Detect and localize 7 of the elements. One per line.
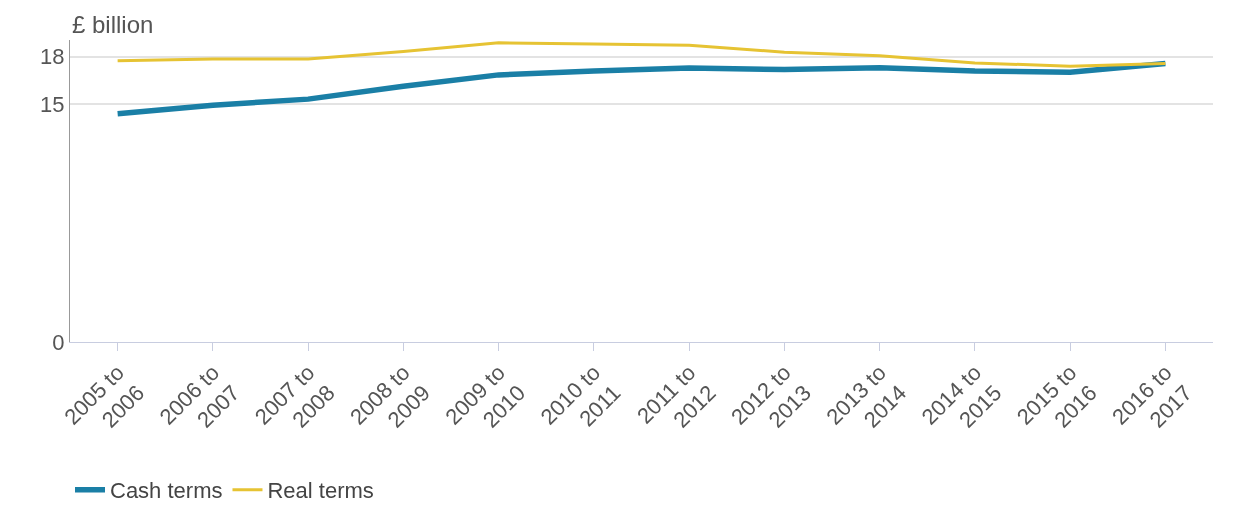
y-tick-label: 18 bbox=[40, 44, 65, 70]
y-tick-label: 0 bbox=[52, 329, 65, 355]
legend-label: Real terms bbox=[267, 478, 374, 504]
legend-label: Cash terms bbox=[110, 478, 223, 504]
y-axis-title: £ billion bbox=[72, 11, 154, 38]
line-series bbox=[116, 41, 1167, 68]
y-tick-label: 15 bbox=[40, 91, 65, 117]
